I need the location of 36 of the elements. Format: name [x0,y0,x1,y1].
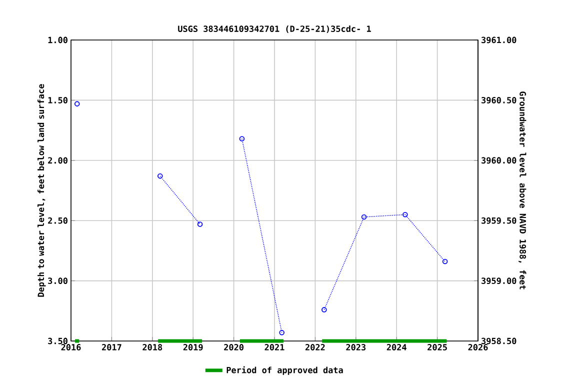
point [74,101,80,106]
legend-label: Period of approved data [226,366,343,375]
x-tick-label: 2024 [386,344,406,350]
y-tick-label: 1.00 [48,36,68,44]
point [279,330,284,336]
x-tick-label: 2022 [305,344,325,350]
point [361,214,367,220]
point [322,307,327,312]
y2-axis-title: Groundwater level above NAVD 1988, feet [518,92,526,290]
y-tick-label: 3.50 [48,338,68,344]
x-tick-label: 2026 [468,344,488,350]
point [157,173,163,179]
y2-tick-label: 3961.00 [482,36,516,44]
x-tick-label: 2025 [428,344,447,350]
x-tick-label: 2023 [346,344,366,350]
y2-tick-label: 3960.00 [482,157,516,164]
y-tick-label: 3.00 [48,278,68,284]
y2-tick-label: 3959.50 [482,217,516,224]
x-tick-label: 2018 [142,344,162,350]
x-tick-label: 2020 [224,344,244,350]
y2-tick-label: 3959.00 [482,278,516,284]
point [442,258,448,264]
y-tick-label: 2.00 [48,157,68,164]
x-tick-label: 2019 [183,344,203,350]
y2-tick-label: 3958.50 [482,338,516,344]
y-axis-title: Depth to water level, feet below land surface [38,84,46,297]
y2-tick-label: 3960.50 [482,96,516,104]
y-tick-label: 2.50 [48,217,68,224]
x-tick-label: 2017 [102,344,122,350]
point [402,212,408,218]
point [197,222,203,227]
x-tick-label: 2021 [264,344,284,350]
point [239,136,245,142]
y-tick-label: 1.50 [48,97,68,104]
x-tick-label: 2016 [61,344,81,350]
chart-title: USGS 383446109342701 (D-25-21)35cdc- 1 [178,25,371,33]
